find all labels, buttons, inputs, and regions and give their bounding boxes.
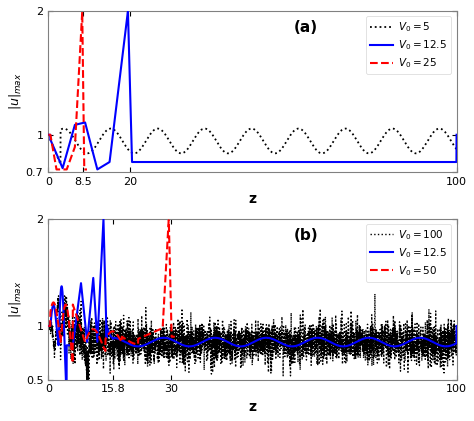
$V_0=100$ (85, 394, 91, 399)
$V_0=12.5$ (64, 392, 69, 397)
$V_0=5$ (117, 133, 122, 138)
Line: $V_0=25$: $V_0=25$ (48, 12, 87, 169)
$V_0=12.5$ (117, 337, 122, 342)
$V_0=12.5$ (220, 337, 226, 342)
$V_0=12.5$ (402, 160, 408, 165)
$V_0=100$ (202, 328, 208, 333)
$V_0=12.5$ (94, 167, 100, 172)
Line: $V_0=12.5$: $V_0=12.5$ (48, 219, 456, 394)
$V_0=100$ (92, 326, 98, 331)
$V_0=5$ (92, 145, 98, 150)
$V_0=100$ (446, 340, 452, 345)
Text: (b): (b) (293, 228, 318, 242)
$V_0=12.5$ (202, 160, 208, 165)
$V_0=5$ (202, 126, 208, 131)
Legend: $V_0=100$, $V_0=12.5$, $V_0=50$: $V_0=100$, $V_0=12.5$, $V_0=50$ (366, 224, 451, 282)
Line: $V_0=5$: $V_0=5$ (48, 128, 456, 164)
$V_0=5$ (220, 148, 226, 153)
$V_0=12.5$ (46, 323, 51, 328)
X-axis label: $\mathbf{z}$: $\mathbf{z}$ (248, 192, 257, 206)
$V_0=5$ (402, 139, 408, 144)
$V_0=12.5$ (202, 338, 208, 343)
$V_0=5$ (343, 126, 348, 131)
$V_0=5$ (58, 162, 64, 167)
$V_0=100$ (220, 356, 226, 361)
$V_0=12.5$ (125, 9, 131, 14)
$V_0=25$ (46, 132, 51, 137)
$V_0=5$ (446, 135, 452, 140)
$V_0=100$ (46, 329, 51, 334)
Text: (a): (a) (293, 20, 318, 35)
Line: $V_0=12.5$: $V_0=12.5$ (48, 12, 456, 169)
$V_0=5$ (46, 132, 51, 137)
$V_0=50$ (116, 335, 122, 340)
$V_0=100$ (454, 352, 459, 357)
$V_0=12.5$ (402, 341, 408, 346)
Line: $V_0=50$: $V_0=50$ (48, 220, 175, 363)
$V_0=12.5$ (100, 217, 106, 222)
$V_0=12.5$ (92, 157, 98, 163)
$V_0=100$ (372, 291, 378, 296)
$V_0=12.5$ (92, 303, 98, 308)
$V_0=12.5$ (446, 160, 452, 165)
Line: $V_0=100$: $V_0=100$ (48, 294, 456, 396)
$V_0=12.5$ (117, 80, 122, 85)
$V_0=100$ (117, 366, 122, 371)
$V_0=5$ (454, 147, 459, 152)
X-axis label: $\mathbf{z}$: $\mathbf{z}$ (248, 400, 257, 414)
$V_0=50$ (92, 327, 98, 332)
Legend: $V_0=5$, $V_0=12.5$, $V_0=25$: $V_0=5$, $V_0=12.5$, $V_0=25$ (366, 16, 451, 74)
$V_0=50$ (46, 323, 51, 328)
Y-axis label: $|u|_{max}$: $|u|_{max}$ (7, 73, 23, 110)
$V_0=12.5$ (446, 344, 452, 349)
$V_0=12.5$ (46, 132, 51, 137)
$V_0=100$ (402, 341, 408, 346)
$V_0=12.5$ (454, 132, 459, 137)
$V_0=12.5$ (220, 160, 226, 165)
Y-axis label: $|u|_{max}$: $|u|_{max}$ (7, 280, 23, 318)
$V_0=12.5$ (454, 323, 459, 328)
